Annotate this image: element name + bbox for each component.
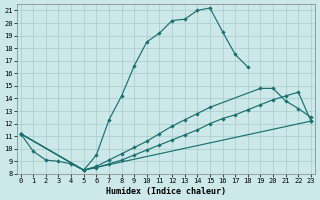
X-axis label: Humidex (Indice chaleur): Humidex (Indice chaleur) [106,187,226,196]
